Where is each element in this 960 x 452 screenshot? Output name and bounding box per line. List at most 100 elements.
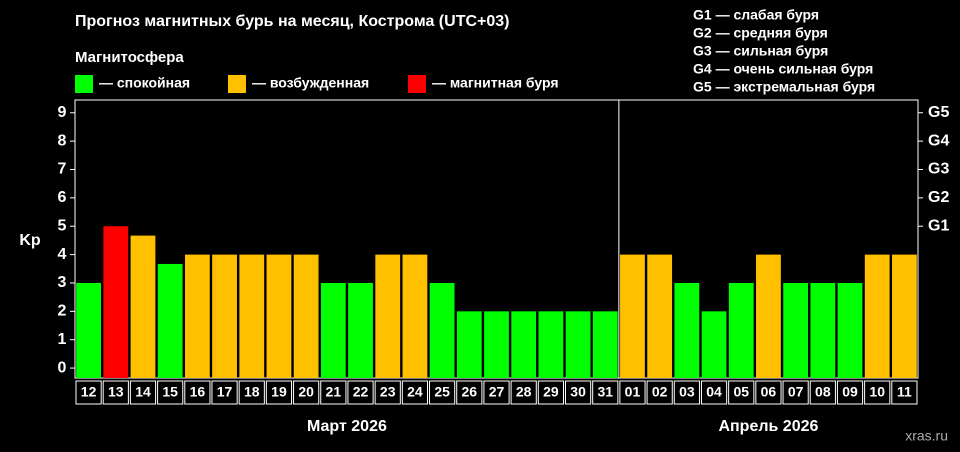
y2-tick-label: G4	[928, 132, 949, 149]
x-tick-cell	[211, 380, 238, 405]
legend-title: Магнитосфера	[75, 49, 184, 66]
bar	[538, 311, 564, 378]
storm-level-label: G5 — экстремальная буря	[693, 79, 875, 95]
x-tick-label: 17	[217, 384, 233, 400]
x-tick-cell	[864, 380, 891, 405]
x-tick-label: 03	[679, 384, 695, 400]
x-tick-label: 31	[597, 384, 613, 400]
y-tick-label: 6	[58, 189, 67, 206]
bar	[484, 311, 509, 378]
x-tick-label: 02	[652, 384, 668, 400]
bar	[456, 311, 482, 378]
x-tick-label: 13	[108, 384, 124, 400]
bar	[402, 254, 428, 378]
x-tick-cell	[184, 380, 211, 405]
y2-tick-label: G2	[928, 189, 949, 206]
bar	[565, 311, 591, 378]
bar	[892, 254, 917, 378]
x-tick-label: 30	[570, 384, 586, 400]
x-tick-label: 18	[244, 384, 260, 400]
x-tick-label: 26	[462, 384, 478, 400]
x-tick-cell	[456, 380, 483, 405]
x-tick-cell	[75, 380, 102, 405]
source: xras.ru	[905, 428, 948, 444]
y2-tick-label: G1	[928, 217, 949, 234]
x-tick-label: 16	[190, 384, 206, 400]
x-tick-cell	[238, 380, 265, 405]
bar	[293, 254, 319, 378]
x-tick-cell	[265, 380, 293, 405]
y-tick-label: 4	[58, 246, 67, 263]
x-tick-label: 04	[706, 384, 722, 400]
storm-level-label: G3 — сильная буря	[693, 43, 828, 59]
x-tick-cell	[782, 380, 809, 405]
y-axis-label: Kp	[19, 232, 41, 249]
x-tick-label: 22	[353, 384, 369, 400]
y-tick-label: 5	[58, 217, 67, 234]
x-tick-label: 15	[162, 384, 178, 400]
y-tick-label: 7	[58, 161, 67, 178]
bar	[130, 235, 156, 378]
x-tick-cell	[374, 380, 401, 405]
x-tick-cell	[483, 380, 510, 405]
y2-tick-label: G3	[928, 161, 949, 178]
x-tick-label: 07	[788, 384, 804, 400]
x-tick-cell	[891, 380, 918, 405]
x-tick-label: 10	[869, 384, 885, 400]
x-tick-cell	[429, 380, 456, 405]
x-tick-label: 28	[516, 384, 532, 400]
x-tick-label: 23	[380, 384, 396, 400]
x-tick-cell	[809, 380, 836, 405]
x-tick-label: 14	[135, 384, 151, 400]
bar	[674, 282, 700, 378]
x-tick-cell	[836, 380, 864, 405]
storm-level-label: G4 — очень сильная буря	[693, 61, 873, 77]
legend-swatch	[228, 75, 246, 93]
legend-swatch	[408, 75, 426, 93]
x-tick-label: 12	[81, 384, 97, 400]
x-tick-cell	[646, 380, 673, 405]
y-tick-label: 1	[58, 331, 67, 348]
x-tick-cell	[129, 380, 157, 405]
x-tick-label: 11	[897, 384, 912, 400]
bar	[375, 254, 401, 378]
x-tick-label: 20	[298, 384, 314, 400]
x-tick-cell	[347, 380, 374, 405]
legend-label: — возбужденная	[252, 75, 369, 91]
bar	[783, 282, 809, 378]
x-tick-label: 27	[489, 384, 505, 400]
bar	[157, 263, 183, 378]
bar	[184, 254, 210, 378]
x-tick-cell	[102, 380, 129, 405]
x-tick-cell	[510, 380, 537, 405]
bar	[239, 254, 265, 378]
bar	[429, 282, 455, 378]
x-tick-cell	[673, 380, 700, 405]
x-tick-label: 05	[733, 384, 749, 400]
x-group-label: Март 2026	[307, 418, 387, 435]
bar	[320, 282, 346, 378]
x-tick-cell	[157, 380, 184, 405]
x-group-label: Апрель 2026	[718, 418, 818, 435]
bar	[76, 282, 101, 378]
bar	[728, 282, 754, 378]
y-tick-label: 0	[58, 359, 67, 376]
y-tick-label: 9	[58, 104, 67, 121]
x-tick-cell	[320, 380, 347, 405]
x-tick-label: 09	[842, 384, 858, 400]
bar	[837, 282, 863, 378]
storm-level-label: G1 — слабая буря	[693, 7, 819, 23]
chart-title: Прогноз магнитных бурь на месяц, Костром…	[75, 13, 509, 30]
bar	[511, 311, 537, 378]
legend-label: — спокойная	[99, 75, 190, 91]
storm-level-label: G2 — средняя буря	[693, 25, 828, 41]
x-tick-cell	[619, 380, 646, 405]
y2-tick-label: G5	[928, 104, 949, 121]
x-tick-label: 29	[543, 384, 559, 400]
x-tick-label: 25	[434, 384, 450, 400]
y-tick-label: 2	[58, 303, 67, 320]
bar	[348, 282, 373, 378]
bar	[592, 311, 618, 378]
